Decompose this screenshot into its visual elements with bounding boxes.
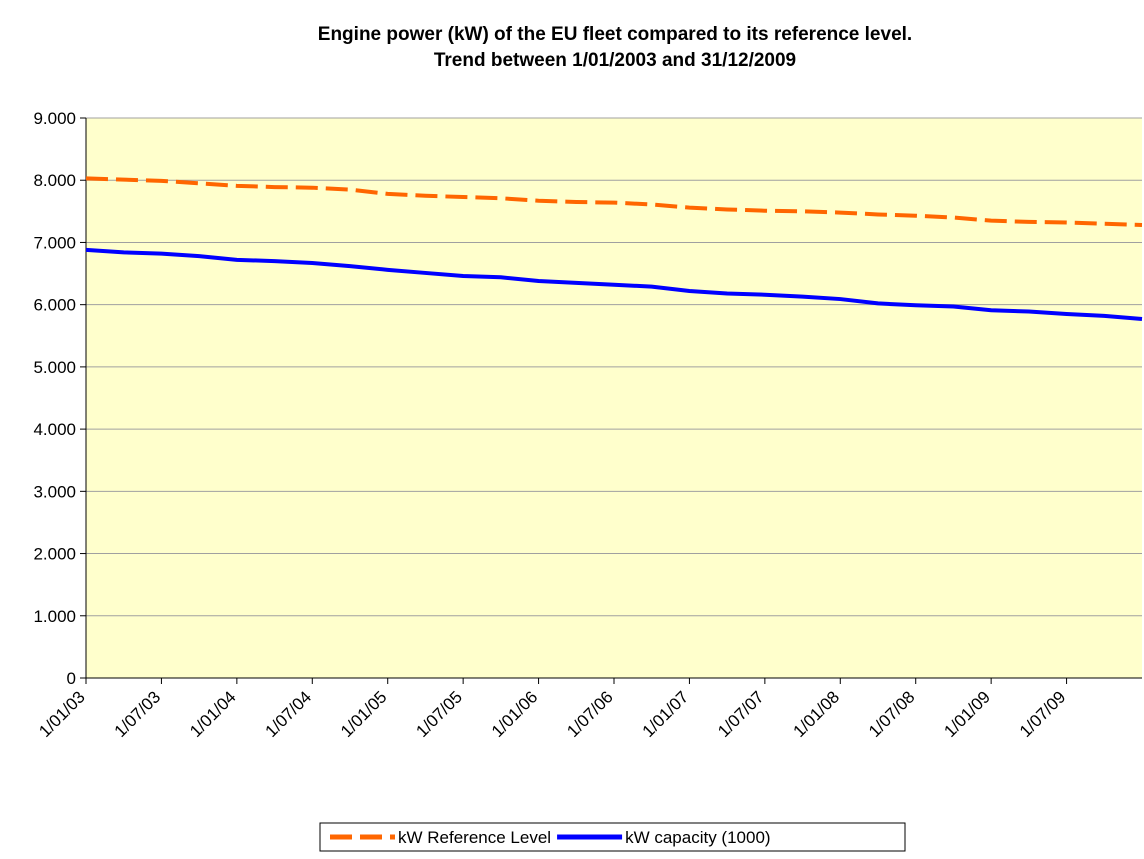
x-tick-label: 1/01/05 [337, 687, 391, 741]
y-tick-label: 4.000 [33, 420, 76, 439]
x-tick-label: 1/01/08 [790, 687, 844, 741]
plot-area [86, 118, 1142, 678]
legend-label: kW capacity (1000) [625, 828, 771, 847]
y-tick-label: 7.000 [33, 233, 76, 252]
line-series [85, 247, 1143, 321]
x-tick-label: 1/07/04 [262, 687, 316, 741]
x-tick-label: 1/01/04 [186, 687, 240, 741]
x-tick-label: 1/01/06 [488, 687, 542, 741]
x-tick-label: 1/07/08 [865, 687, 919, 741]
x-tick-label: 1/07/06 [563, 687, 617, 741]
chart-title: Engine power (kW) of the EU fleet compar… [318, 24, 912, 45]
chart-title: Trend between 1/01/2003 and 31/12/2009 [434, 50, 796, 71]
y-tick-label: 5.000 [33, 358, 76, 377]
x-tick-label: 1/07/03 [111, 687, 165, 741]
x-tick-label: 1/07/07 [714, 687, 768, 741]
x-tick-label: 1/01/09 [940, 687, 994, 741]
y-tick-label: 6.000 [33, 296, 76, 315]
y-tick-label: 9.000 [33, 109, 76, 128]
y-tick-label: 1.000 [33, 607, 76, 626]
y-tick-label: 8.000 [33, 171, 76, 190]
y-tick-label: 0 [67, 669, 76, 688]
x-tick-label: 1/07/09 [1016, 687, 1070, 741]
y-tick-label: 2.000 [33, 545, 76, 564]
y-tick-label: 3.000 [33, 482, 76, 501]
x-tick-label: 1/07/05 [412, 687, 466, 741]
x-tick-label: 1/01/07 [639, 687, 693, 741]
x-tick-label: 1/01/03 [35, 687, 89, 741]
legend-label: kW Reference Level [398, 828, 551, 847]
line-series [85, 176, 1143, 228]
